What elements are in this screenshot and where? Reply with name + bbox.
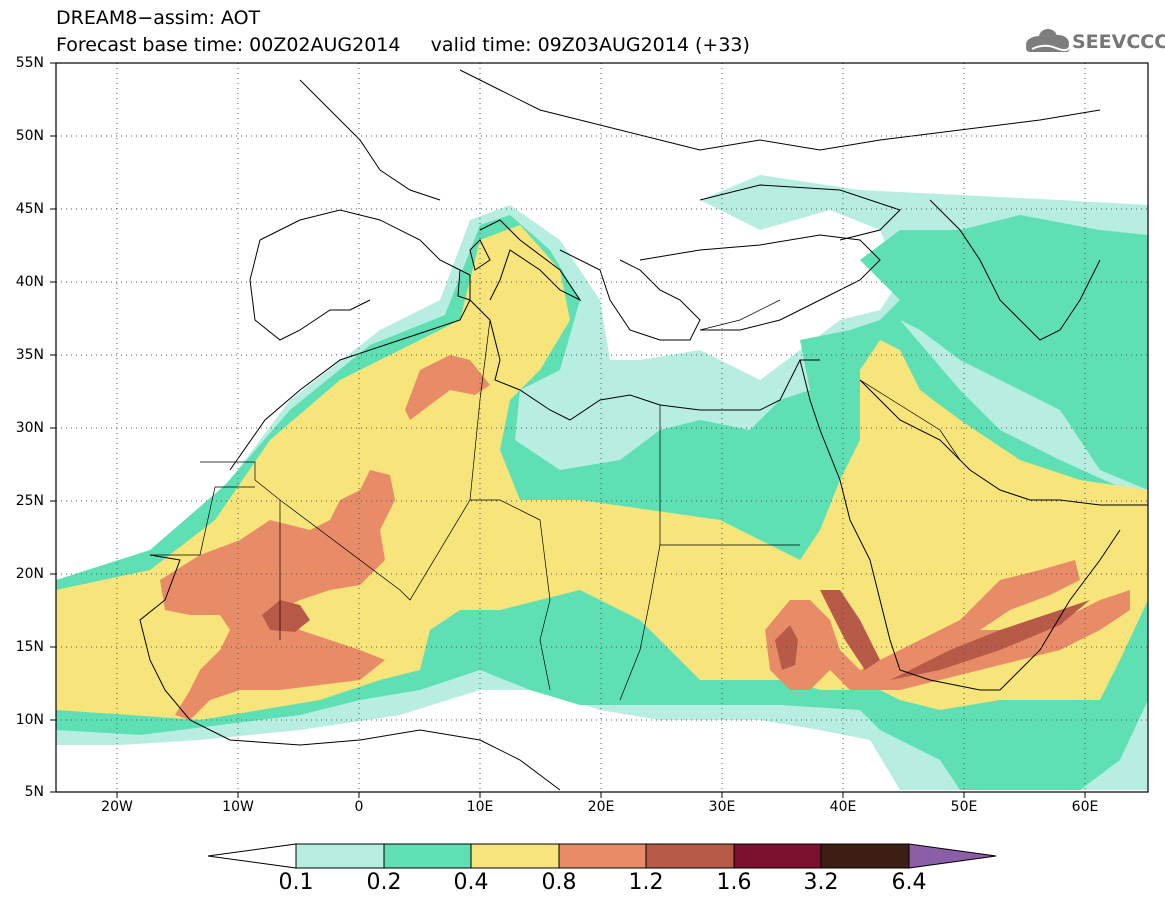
lon-label: 0 <box>354 799 364 815</box>
lat-label: 10N <box>15 712 44 728</box>
lat-label: 25N <box>15 493 44 509</box>
lat-label: 50N <box>15 128 44 144</box>
lat-label: 45N <box>15 201 44 217</box>
lat-label: 20N <box>15 566 44 582</box>
cloud-icon <box>1026 29 1071 52</box>
colorbar-segment <box>645 843 735 869</box>
colorbar-segment <box>820 843 910 869</box>
colorbar-segment <box>558 843 647 869</box>
colorbar-label: 0.8 <box>541 870 577 895</box>
lat-label: 55N <box>15 55 44 71</box>
aot-band-1.2 <box>262 600 310 632</box>
aot-band-1.2-d <box>820 590 880 670</box>
lon-label: 40E <box>829 799 857 815</box>
aot-band-0.8 <box>160 470 395 720</box>
lat-label: 30N <box>15 420 44 436</box>
lat-label: 35N <box>15 347 44 363</box>
lon-label: 20E <box>587 799 615 815</box>
grid <box>56 63 1148 792</box>
colorbar-label: 1.2 <box>628 870 664 895</box>
lon-label: 10E <box>466 799 494 815</box>
lon-label: 10W <box>222 799 254 815</box>
lon-label: 60E <box>1071 799 1099 815</box>
aot-band-0.8-c <box>765 560 1130 690</box>
colorbar-segment <box>470 843 560 869</box>
colorbar-segment <box>207 843 297 869</box>
borders <box>150 299 961 701</box>
colorbar-segment <box>383 843 472 869</box>
coastlines <box>139 69 1148 791</box>
logo-text: SEEVCCC <box>1072 31 1165 53</box>
colorbar-label: 0.2 <box>366 870 402 895</box>
map-title: DREAM8−assim: AOT <box>56 7 261 29</box>
forecast-time-line: Forecast base time: 00Z02AUG2014 valid t… <box>56 34 750 56</box>
colorbar-label: 1.6 <box>716 870 752 895</box>
colorbar-label: 3.2 <box>803 870 839 895</box>
lon-label: 50E <box>950 799 978 815</box>
aot-band-0.8-b <box>405 355 490 420</box>
aot-band-1.2-c <box>890 600 1090 680</box>
lon-label: 20W <box>101 799 133 815</box>
colorbar-segment <box>733 843 822 869</box>
colorbar-label: 0.1 <box>278 870 314 895</box>
lat-label: 5N <box>24 784 44 800</box>
colorbar-segment <box>295 843 385 869</box>
colorbar-segment <box>908 843 997 869</box>
lon-label: 30E <box>708 799 736 815</box>
lat-label: 40N <box>15 274 44 290</box>
axis-ticks <box>50 62 1086 798</box>
aot-band-0.4 <box>56 225 1148 720</box>
colorbar-label: 0.4 <box>453 870 489 895</box>
colorbar-label: 6.4 <box>891 870 927 895</box>
lat-label: 15N <box>15 639 44 655</box>
